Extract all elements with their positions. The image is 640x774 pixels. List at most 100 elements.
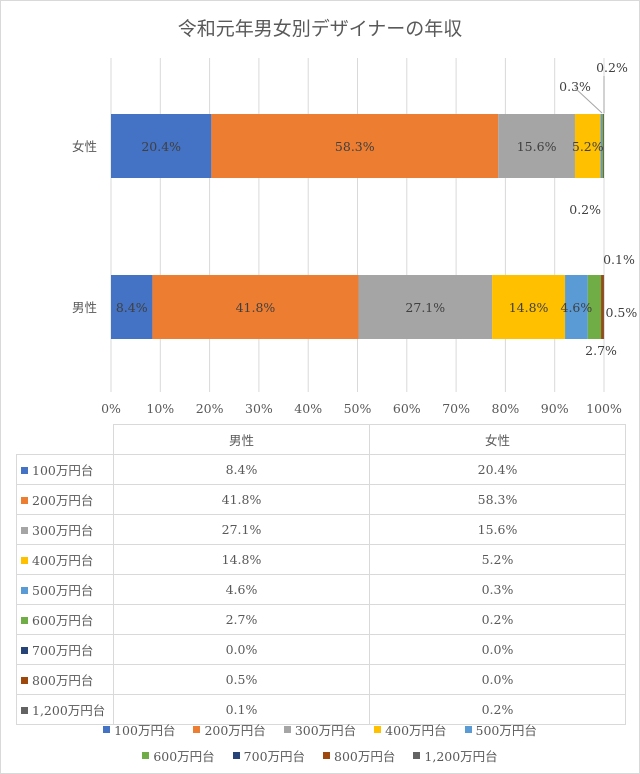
legend-swatch: [374, 725, 382, 733]
legend-label: 600万円台: [153, 748, 215, 764]
bar-segment: [152, 275, 359, 339]
table-row-label: 100万円台: [16, 454, 114, 485]
legend-swatch: [283, 725, 291, 733]
legend-item: 400万円台: [374, 720, 447, 739]
table-cell-female: 0.0%: [369, 634, 626, 665]
table-row-label: 300万円台: [16, 514, 114, 545]
legend-label: 700万円台: [243, 748, 306, 764]
table-cell-male: 0.0%: [113, 634, 370, 665]
legend-item: 600万円台: [142, 746, 215, 765]
table-cell-male: 14.8%: [113, 544, 370, 575]
data-table: 男性 女性 100万円台 8.4% 20.4% 200万円台 41.8% 58.3% 300…: [16, 424, 626, 725]
data-label: 0.3%: [559, 79, 591, 94]
table-cell-female: 15.6%: [369, 514, 626, 545]
table-cell-male: 8.4%: [113, 454, 370, 485]
table-row-label: 400万円台: [16, 544, 114, 575]
legend-swatch: [21, 707, 28, 714]
legend-label: 800万円台: [334, 748, 396, 764]
table-cell-male: 0.5%: [113, 664, 370, 695]
bar-plot-area: 0% 10% 20% 30% 40% 50% 60% 70% 80% 90% 100% 女性 20.4%…: [72, 58, 638, 416]
table-cell-male: 41.8%: [113, 484, 370, 515]
x-tick-label: 60%: [393, 401, 421, 416]
table-cell-female: 0.0%: [369, 664, 626, 695]
table-header-female: 女性: [369, 424, 626, 455]
x-tick-label: 100%: [586, 401, 622, 416]
legend-swatch: [464, 725, 472, 733]
legend-swatch: [142, 751, 150, 759]
series-name: 400万円台: [32, 553, 94, 568]
series-name: 600万円台: [32, 613, 94, 628]
table-cell-male: 27.1%: [113, 514, 370, 545]
x-tick-label: 30%: [245, 401, 273, 416]
table-cell-female: 0.3%: [369, 574, 626, 605]
data-label: 0.1%: [603, 252, 635, 267]
table-row-label: 600万円台: [16, 604, 114, 635]
table-row: 400万円台 14.8% 5.2%: [16, 544, 626, 575]
leader-line: [574, 87, 603, 114]
legend-label: 1,200万円台: [424, 748, 498, 764]
legend-swatch: [103, 725, 111, 733]
data-label: 2.7%: [585, 343, 617, 358]
x-tick-label: 70%: [442, 401, 470, 416]
legend-swatch: [21, 467, 28, 474]
legend-swatch: [21, 497, 28, 504]
legend-swatch: [21, 677, 28, 684]
legend-item: 700万円台: [232, 746, 306, 765]
legend-swatch: [21, 527, 28, 534]
legend-swatch: [21, 587, 28, 594]
legend-item: 1,200万円台: [413, 746, 498, 765]
legend-swatch: [193, 725, 201, 733]
table-row: 300万円台 27.1% 15.6%: [16, 514, 626, 545]
x-tick-label: 0%: [101, 401, 121, 416]
bar-segment: [492, 275, 566, 339]
series-name: 300万円台: [32, 523, 94, 538]
table-cell-female: 20.4%: [369, 454, 626, 485]
table-row-label: 700万円台: [16, 634, 114, 665]
legend-label: 400万円台: [385, 722, 447, 738]
bar-segment: [603, 114, 604, 178]
table-header-male: 男性: [113, 424, 370, 455]
table-row: 800万円台 0.5% 0.0%: [16, 664, 626, 695]
data-label: 15.6%: [517, 139, 557, 154]
x-tick-label: 20%: [196, 401, 224, 416]
series-name: 1,200万円台: [32, 703, 106, 718]
table-corner: [16, 424, 114, 455]
table-cell-female: 5.2%: [369, 544, 626, 575]
legend-label: 100万円台: [114, 722, 176, 738]
legend-swatch: [21, 647, 28, 654]
table-row: 200万円台 41.8% 58.3%: [16, 484, 626, 515]
series-name: 100万円台: [32, 463, 94, 478]
data-label: 58.3%: [335, 139, 375, 154]
data-label: 41.8%: [236, 300, 276, 315]
data-label: 14.8%: [509, 300, 549, 315]
series-name: 700万円台: [32, 643, 94, 658]
legend: 100万円台 200万円台 300万円台 400万円台 500万円台 600万円台 700…: [0, 716, 640, 768]
bar-segment: [111, 275, 153, 339]
table-row: 1,200万円台 0.1% 0.2%: [16, 694, 626, 725]
table-cell-female: 0.2%: [369, 604, 626, 635]
table-row: 500万円台 4.6% 0.3%: [16, 574, 626, 605]
category-label: 女性: [72, 139, 97, 154]
data-label: 0.5%: [606, 305, 638, 320]
legend-swatch: [21, 617, 28, 624]
legend-swatch: [232, 751, 240, 759]
bar-segment: [498, 114, 575, 178]
series-name: 800万円台: [32, 673, 94, 688]
table-header-row: 男性 女性: [16, 424, 626, 455]
table-cell-female: 0.2%: [369, 694, 626, 725]
data-label: 8.4%: [116, 300, 148, 315]
bar-segment: [111, 114, 212, 178]
series-name: 200万円台: [32, 493, 94, 508]
table-cell-male: 4.6%: [113, 574, 370, 605]
chart-title: 令和元年男女別デザイナーの年収: [177, 18, 463, 40]
legend-item: 800万円台: [323, 746, 395, 765]
legend-swatch: [413, 751, 421, 759]
category-label: 男性: [72, 300, 97, 315]
data-label: 27.1%: [405, 300, 445, 315]
table-row-label: 200万円台: [16, 484, 114, 515]
legend-label: 500万円台: [475, 722, 537, 738]
table-cell-male: 0.1%: [113, 694, 370, 725]
table-cell-male: 2.7%: [113, 604, 370, 635]
legend-swatch: [21, 557, 28, 564]
bar-segment: [358, 275, 493, 339]
